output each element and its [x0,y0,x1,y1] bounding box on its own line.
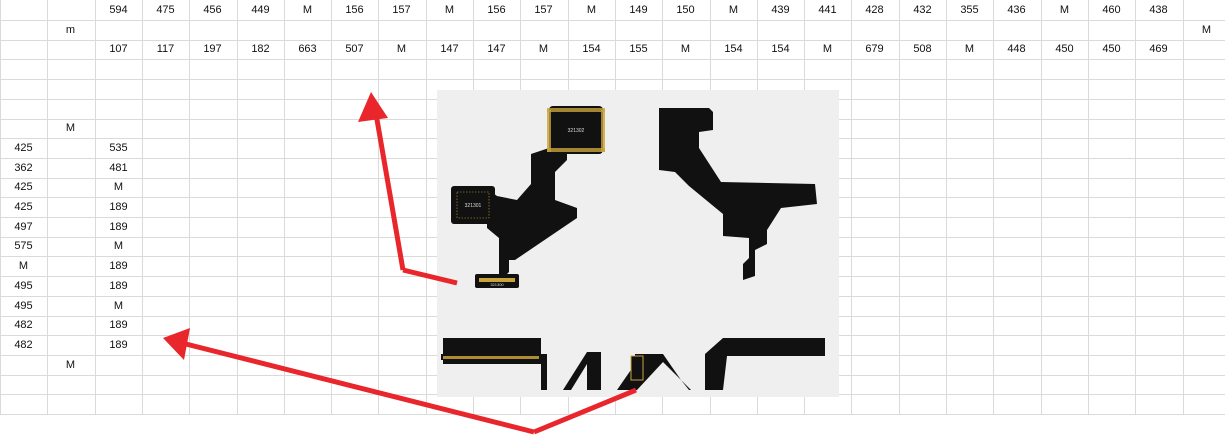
sheet-cell[interactable]: 150 [676,4,695,16]
flex-cable-drawing: 321301 321302 321300 [441,106,825,390]
sheet-cell[interactable]: m [65,24,76,36]
sheet-cell[interactable]: 147 [487,43,506,55]
chip-321302-label: 321302 [568,128,585,134]
sheet-cell[interactable]: 441 [818,4,837,16]
flex-cable-left [459,146,577,282]
sheet-cell[interactable]: 508 [913,43,932,55]
sheet-cell[interactable]: 497 [14,221,33,233]
sheet-cell[interactable]: 436 [1007,4,1026,16]
sheet-cell[interactable]: 355 [960,4,979,16]
sheet-cell[interactable]: 679 [865,43,884,55]
sheet-cell[interactable]: M [680,43,691,55]
sheet-cell[interactable]: M [65,122,76,134]
sheet-cell[interactable]: M [113,181,124,193]
sheet-cell[interactable]: 495 [14,280,33,292]
sheet-cell[interactable]: M [538,43,549,55]
bottom-connector [630,355,644,381]
sheet-cell[interactable]: M [586,4,597,16]
sheet-cell[interactable]: 594 [109,4,128,16]
sheet-cell[interactable]: 450 [1102,43,1121,55]
sheet-cell[interactable]: 535 [109,142,128,154]
sheet-cell[interactable]: 425 [14,142,33,154]
sheet-cell[interactable]: 495 [14,300,33,312]
sheet-cell[interactable]: 155 [629,43,648,55]
sheet-cell[interactable]: 439 [771,4,790,16]
sheet-cell[interactable]: 156 [345,4,364,16]
sheet-cell[interactable]: 449 [251,4,270,16]
sheet-cell[interactable]: 189 [109,319,128,331]
sheet-cell[interactable]: M [444,4,455,16]
sheet-cell[interactable]: M [1059,4,1070,16]
sheet-cell[interactable]: 189 [109,221,128,233]
sheet-cell[interactable]: 117 [156,43,175,55]
sheet-cell[interactable]: M [396,43,407,55]
sheet-cell[interactable]: 575 [14,240,33,252]
chip-321301-module [451,186,495,224]
sheet-cell[interactable]: 450 [1055,43,1074,55]
sheet-cell[interactable]: M [18,260,29,272]
sheet-cell[interactable]: 475 [156,4,175,16]
sheet-cell[interactable]: 362 [14,162,33,174]
flex-cable-right [659,108,817,280]
sheet-cell[interactable]: 149 [629,4,648,16]
sheet-cell[interactable]: 507 [345,43,364,55]
sheet-cell[interactable]: 154 [582,43,601,55]
sheet-cell[interactable]: 428 [865,4,884,16]
sheet-cell[interactable]: 157 [534,4,553,16]
sheet-cell[interactable]: 182 [251,43,270,55]
sheet-cell[interactable]: 456 [203,4,222,16]
sheet-cell[interactable]: 156 [487,4,506,16]
sheet-cell[interactable]: 107 [109,43,128,55]
sheet-cell[interactable]: 482 [14,339,33,351]
sheet-cell[interactable]: 481 [109,162,128,174]
connector-321300-label: 321300 [490,282,504,287]
chip-321302-module [549,106,603,154]
sheet-cell[interactable]: M [964,43,975,55]
sheet-cell[interactable]: 460 [1102,4,1121,16]
sheet-cell[interactable]: 189 [109,280,128,292]
sheet-cell[interactable]: 197 [203,43,222,55]
sheet-cell[interactable]: 432 [913,4,932,16]
sheet-cell[interactable]: 425 [14,201,33,213]
sheet-cell[interactable]: M [113,300,124,312]
sheet-cell[interactable]: M [113,240,124,252]
flex-cable-bottom [443,338,825,390]
sheet-cell[interactable]: 157 [392,4,411,16]
sheet-cell[interactable]: 448 [1007,43,1026,55]
sheet-cell[interactable]: M [822,43,833,55]
sheet-cell[interactable]: M [728,4,739,16]
sheet-cell[interactable]: 469 [1149,43,1168,55]
sheet-cell[interactable]: M [65,359,76,371]
sheet-cell[interactable]: 189 [109,260,128,272]
pcb-image: 321301 321302 321300 [437,90,839,397]
sheet-cell[interactable]: 154 [771,43,790,55]
sheet-cell[interactable]: M [1201,24,1212,36]
sheet-cell[interactable]: M [302,4,313,16]
sheet-cell[interactable]: 663 [298,43,317,55]
chip-321301-label: 321301 [465,203,482,209]
sheet-cell[interactable]: 425 [14,181,33,193]
sheet-cell[interactable]: 189 [109,201,128,213]
sheet-cell[interactable]: 482 [14,319,33,331]
sheet-cell[interactable]: 438 [1149,4,1168,16]
sheet-cell[interactable]: 147 [440,43,459,55]
sheet-cell[interactable]: 154 [724,43,743,55]
sheet-cell[interactable]: 189 [109,339,128,351]
